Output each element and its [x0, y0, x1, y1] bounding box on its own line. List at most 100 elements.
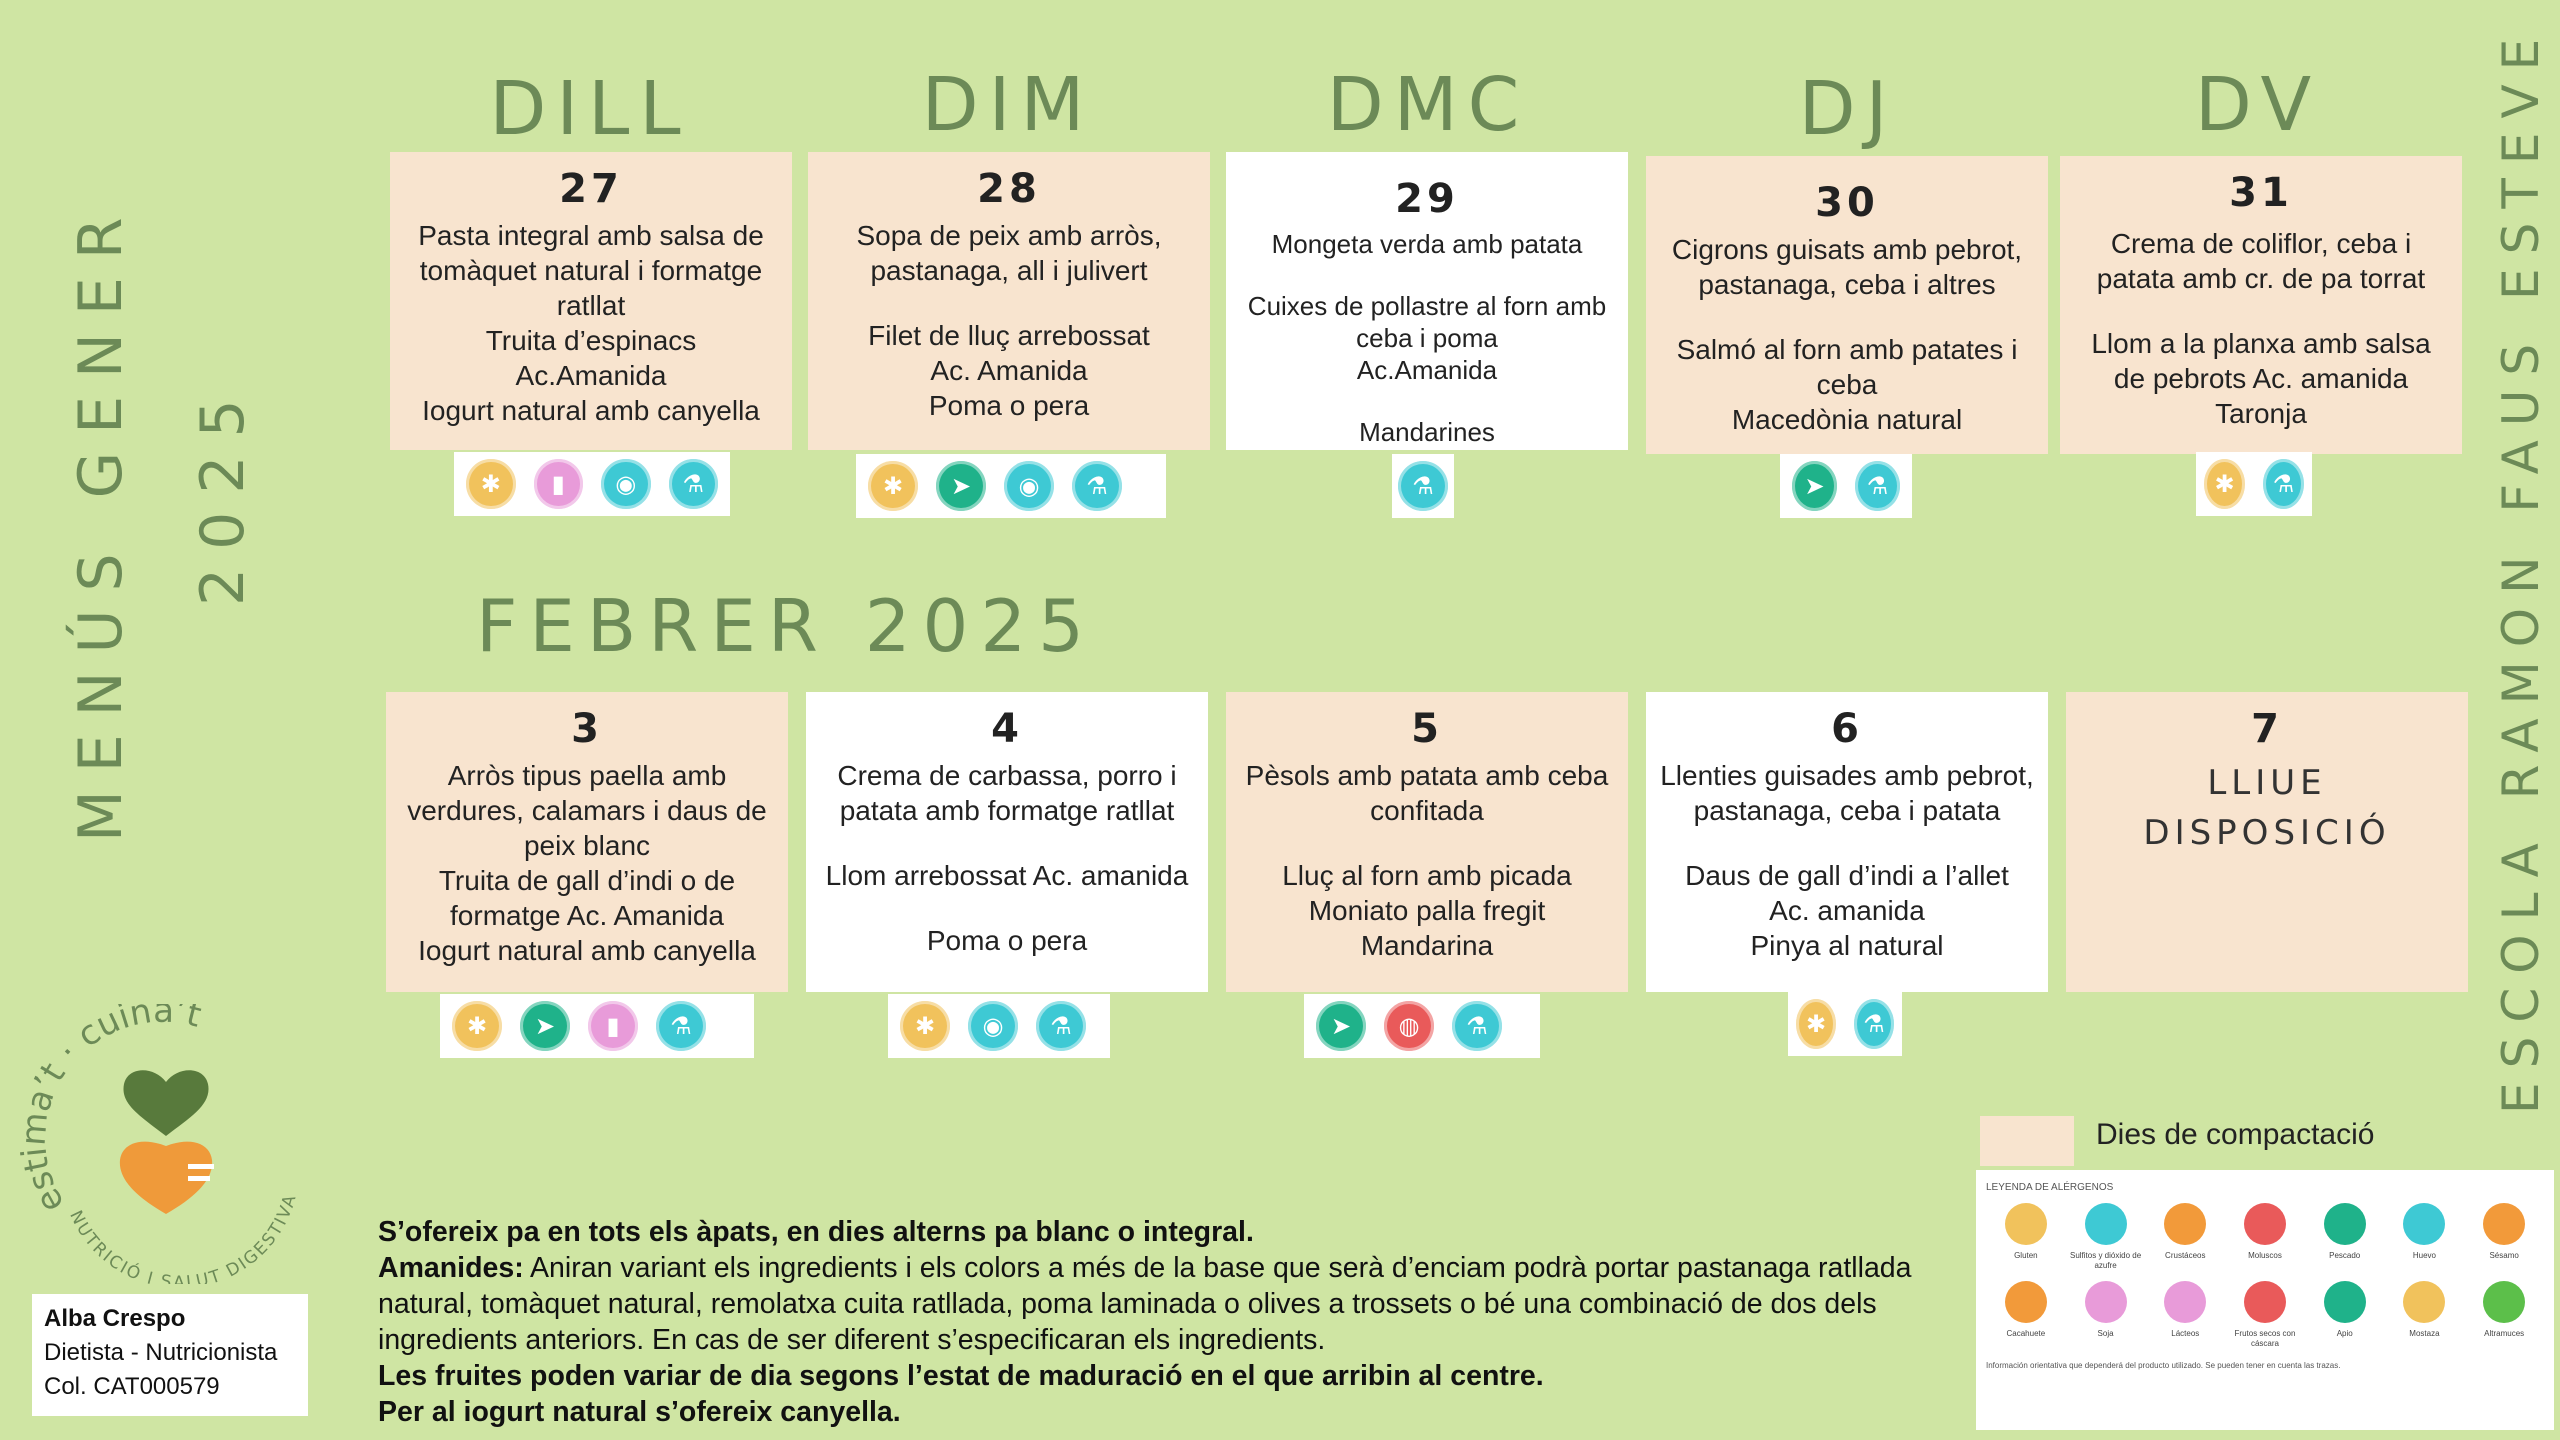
free-day-label: DISPOSICIÓ [2143, 813, 2391, 853]
allergen-legend-icon [2164, 1203, 2207, 1245]
peix-allergen-icon: ➤ [1316, 1001, 1366, 1051]
allergen-legend-icon [2004, 1203, 2047, 1245]
allergen-legend-title: LEYENDA DE ALÉRGENOS [1986, 1182, 2114, 1193]
allergen-icons-27: ✱ ▮ ◉ ⚗ [454, 452, 730, 516]
menu-line: Salmó al forn amb patates i ceba [1676, 334, 2018, 400]
menu-card-29: 29 Mongeta verda amb patata Cuixes de po… [1226, 152, 1628, 450]
menu-spacer [820, 828, 1194, 858]
allergen-legend-item: Altramuces [2464, 1281, 2544, 1349]
peix-allergen-icon: ➤ [936, 461, 986, 511]
menu-card-7: 7 LLIUE DISPOSICIÓ [2066, 692, 2468, 992]
compaction-swatch [1980, 1116, 2074, 1166]
menu-line: Cuixes de pollastre al forn amb ceba i p… [1247, 291, 1607, 353]
school-name: ESCOLA RAMON FAUS ESTEVE [2492, 24, 2550, 1114]
day-header-dj: DJ [1798, 66, 1898, 152]
free-day-label: LLIUE [2207, 763, 2327, 803]
allergen-legend-icon [2004, 1281, 2047, 1323]
allergen-icons-28: ✱ ➤ ◉ ⚗ [856, 454, 1166, 518]
menu-spacer [822, 288, 1196, 318]
menu-spacer [1660, 302, 2034, 332]
allergen-legend-name: Mostaza [2409, 1329, 2440, 1338]
peix-allergen-icon: ➤ [520, 1001, 570, 1051]
menu-line: Daus de gall d’indi a l’allet [1685, 860, 2009, 891]
note-yogurt: Per al iogurt natural s’ofereix canyella… [378, 1396, 901, 1428]
allergen-legend-icon [2403, 1203, 2446, 1245]
menu-line: Taronja [2215, 398, 2307, 429]
allergen-legend-name: Gluten [2014, 1251, 2038, 1260]
allergen-legend-icon [2084, 1203, 2127, 1245]
allergen-legend-icon [2403, 1281, 2446, 1323]
menu-line: Ac.Amanida [515, 360, 667, 391]
menu-year: 2025 [188, 381, 258, 606]
allergen-legend-name: Crustáceos [2165, 1251, 2206, 1260]
heart-top-icon [123, 1070, 209, 1136]
menu-spacer [1240, 828, 1614, 858]
gluten-allergen-icon: ✱ [900, 1001, 950, 1051]
sulfit-allergen-icon: ⚗ [656, 1001, 706, 1051]
sulfit-allergen-icon: ⚗ [668, 459, 718, 509]
allergen-legend-icon [2164, 1281, 2207, 1323]
menu-line: Mandarines [1359, 417, 1495, 447]
allergen-legend-icon [2323, 1203, 2366, 1245]
menu-line: Mongeta verda amb patata [1271, 229, 1583, 259]
allergen-legend-name: Apio [2336, 1329, 2353, 1338]
allergen-legend-item: Lácteos [2145, 1281, 2225, 1349]
menu-line: Llom a la planxa amb salsa de pebrots Ac… [2091, 328, 2431, 394]
nutrition-logo: estima’t · cuina’t NUTRICIÓ I SALUT DIGE… [20, 1004, 299, 1284]
menu-line: Cigrons guisats amb pebrot, pastanaga, c… [1671, 234, 2023, 300]
allergen-legend-icon [2483, 1281, 2526, 1323]
day-header-dv: DV [2194, 62, 2322, 148]
menu-line: Iogurt natural amb canyella [418, 935, 756, 966]
menu-line: Ac.Amanida [1356, 355, 1498, 385]
allergen-legend-item: Soja [2066, 1281, 2146, 1349]
menu-line: Llenties guisades amb pebrot, pastanaga,… [1660, 760, 2034, 826]
gluten-allergen-icon: ✱ [2204, 459, 2245, 509]
allergen-legend-name: Cacahuete [2006, 1329, 2046, 1338]
allergen-legend-name: Frutos secos con cáscara [2234, 1329, 2296, 1348]
menu-line: Iogurt natural amb canyella [422, 395, 760, 426]
lactis-allergen-icon: ▮ [588, 1001, 638, 1051]
nutritionist-credit: Alba Crespo Dietista - Nutricionista Col… [32, 1294, 308, 1416]
gluten-allergen-icon: ✱ [868, 461, 918, 511]
note-bread: S’ofereix pa en tots els àpats, en dies … [378, 1216, 1254, 1248]
day-number: 5 [1411, 706, 1443, 752]
heart-bottom-icon [119, 1141, 213, 1214]
menu-line: Sopa de peix amb arròs, pastanaga, all i… [856, 220, 1162, 286]
menu-card-4: 4 Crema de carbassa, porro i patata amb … [806, 692, 1208, 992]
credit-name: Alba Crespo [44, 1305, 186, 1332]
allergen-grid: Gluten Sulfitos y dióxido de azufre Crustá… [1986, 1203, 2544, 1349]
allergen-icons-31: ✱ ⚗ [2196, 452, 2312, 516]
menu-line: Pèsols amb patata amb ceba confitada [1245, 760, 1609, 826]
menu-spacer [1660, 828, 2034, 858]
allergen-legend-item: Crustáceos [2145, 1203, 2225, 1271]
allergen-legend-name: Huevo [2412, 1251, 2436, 1260]
menu-line: Lluç al forn amb picada [1282, 860, 1572, 891]
day-number: 4 [991, 706, 1023, 752]
allergen-legend-item: Sulfitos y dióxido de azufre [2066, 1203, 2146, 1271]
note-fruits: Les fruites poden variar de dia segons l… [378, 1360, 1544, 1392]
allergen-legend-name: Altramuces [2484, 1329, 2525, 1338]
menu-line: Ac. Amanida [930, 355, 1088, 386]
allergen-legend-icon [2243, 1281, 2286, 1323]
menu-line: Crema de carbassa, porro i patata amb fo… [837, 760, 1177, 826]
day-header-dill: DILL [489, 66, 691, 152]
sulfit-allergen-icon: ⚗ [1072, 461, 1122, 511]
menu-spacer [1240, 386, 1614, 416]
menu-spacer [2074, 296, 2448, 326]
menu-notes: S’ofereix pa en tots els àpats, en dies … [378, 1214, 1918, 1430]
allergen-legend-name: Lácteos [2171, 1329, 2200, 1338]
menu-line: Mandarina [1360, 930, 1494, 961]
peix-allergen-icon: ➤ [1792, 461, 1837, 511]
allergen-legend-item: Cacahuete [1986, 1281, 2066, 1349]
day-number: 29 [1395, 176, 1459, 222]
fruits-allergen-icon: ◍ [1384, 1001, 1434, 1051]
gluten-allergen-icon: ✱ [1796, 999, 1836, 1049]
allergen-legend-name: Soja [2097, 1329, 2114, 1338]
allergen-legend-name: Sésamo [2489, 1251, 2519, 1260]
lactis-allergen-icon: ▮ [533, 459, 583, 509]
day-header-dim: DIM [921, 62, 1095, 148]
menu-line: Arròs tipus paella amb verdures, calamar… [407, 760, 767, 861]
menu-line: Llom arrebossat Ac. amanida [825, 860, 1189, 891]
menu-card-31: 31 Crema de coliflor, ceba i patata amb … [2060, 156, 2462, 454]
day-number: 27 [559, 166, 623, 212]
